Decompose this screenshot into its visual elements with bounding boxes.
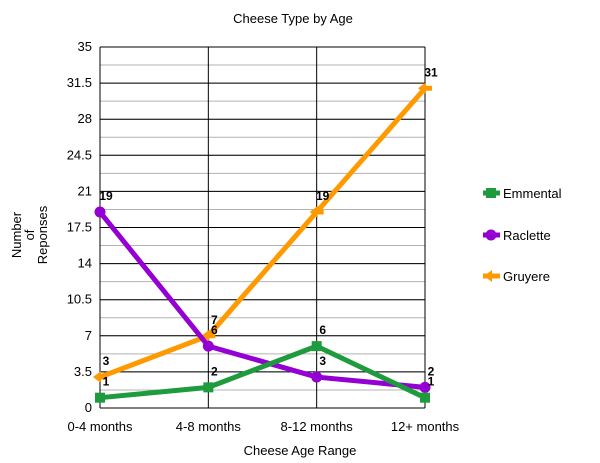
series-emmental <box>95 341 430 403</box>
data-point-gruyere <box>418 82 432 95</box>
data-label-emmental: 6 <box>319 323 326 337</box>
y-axis-title-text: NumberofReponses <box>9 205 50 264</box>
y-tick-label: 28 <box>78 111 92 126</box>
legend-item-emmental: Emmental <box>483 186 562 201</box>
series-raclette <box>94 206 431 393</box>
data-point-emmental <box>203 382 214 393</box>
series-gruyere <box>93 82 432 384</box>
legend-item-raclette: Raclette <box>483 228 551 243</box>
y-tick-label: 17.5 <box>67 220 92 235</box>
y-tick-label: 31.5 <box>67 75 92 90</box>
data-label-gruyere: 3 <box>103 354 110 368</box>
series-line-gruyere <box>99 86 427 380</box>
legend-marker-emmental <box>486 188 496 198</box>
data-label-emmental: 1 <box>428 375 435 389</box>
series-line-emmental <box>99 343 427 401</box>
y-tick-label: 10.5 <box>67 292 92 307</box>
data-label-emmental: 2 <box>211 364 218 378</box>
legend-marker-raclette <box>485 229 497 241</box>
data-label-raclette: 2 <box>428 364 435 378</box>
data-label-gruyere: 7 <box>211 313 218 327</box>
x-tick-label: 4-8 months <box>176 419 242 434</box>
x-axis-title: Cheese Age Range <box>244 443 357 458</box>
grid <box>99 46 426 409</box>
data-label-raclette: 19 <box>99 189 113 203</box>
data-point-gruyere <box>309 206 324 219</box>
y-axis-title-word: of <box>22 229 37 240</box>
y-tick-label: 7 <box>85 328 92 343</box>
y-tick-label: 14 <box>78 256 92 271</box>
legend-item-gruyere: Gruyere <box>483 269 550 284</box>
data-label-gruyere: 19 <box>316 189 330 203</box>
y-tick-label: 24.5 <box>67 147 92 162</box>
data-point-emmental <box>95 392 105 403</box>
data-label-emmental: 1 <box>103 375 110 389</box>
legend-label-emmental: Emmental <box>503 186 562 201</box>
data-point-raclette <box>311 371 323 383</box>
legend-marker-gruyere <box>484 270 498 282</box>
y-tick-label: 21 <box>78 183 92 198</box>
y-axis-title-word: Reponses <box>35 205 50 264</box>
data-point-gruyere <box>93 371 107 384</box>
y-axis-title-word: Number <box>9 211 24 258</box>
x-tick-label: 8-12 months <box>281 419 354 434</box>
y-tick-label: 3.5 <box>74 364 92 379</box>
data-point-emmental <box>420 392 430 403</box>
data-point-gruyere <box>201 329 216 342</box>
data-point-emmental <box>311 341 322 352</box>
y-tick-label: 0 <box>85 400 92 415</box>
data-point-raclette <box>94 206 106 218</box>
x-tick-label: 0-4 months <box>67 419 133 434</box>
series-layer <box>93 82 432 403</box>
data-label-gruyere: 31 <box>424 65 438 79</box>
legend: Emmental Raclette Gruyere <box>483 186 562 284</box>
data-point-raclette <box>202 340 214 352</box>
series-line-raclette <box>98 210 426 390</box>
x-tick-label: 12+ months <box>391 419 460 434</box>
data-label-raclette: 6 <box>211 323 218 337</box>
data-point-raclette <box>419 381 431 393</box>
legend-label-raclette: Raclette <box>503 228 551 243</box>
legend-label-gruyere: Gruyere <box>503 269 550 284</box>
data-label-raclette: 3 <box>319 354 326 368</box>
y-axis-title: NumberofReponses <box>9 205 50 264</box>
y-tick-label: 35 <box>78 39 92 54</box>
chart-title: Cheese Type by Age <box>233 11 353 26</box>
